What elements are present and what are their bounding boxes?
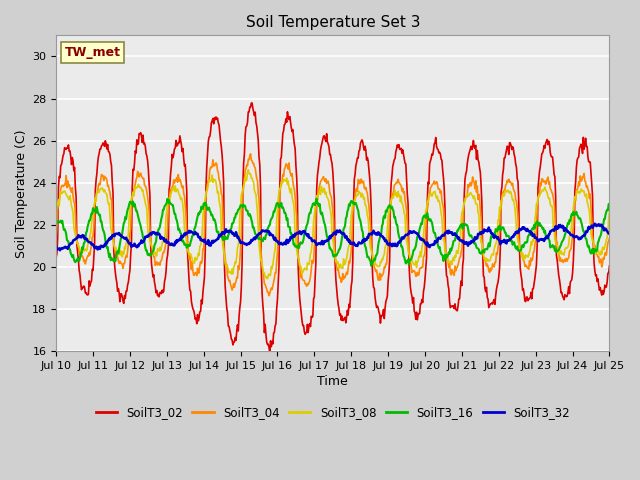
Line: SoilT3_04: SoilT3_04 (56, 154, 609, 296)
Text: TW_met: TW_met (65, 46, 120, 59)
SoilT3_08 (173, 186, 181, 192)
X-axis label: Time: Time (317, 375, 348, 388)
SoilT3_16 (325, 241, 333, 247)
Line: SoilT3_08: SoilT3_08 (56, 170, 609, 279)
SoilT3_32 (591, 221, 598, 227)
SoilT3_02 (173, 143, 181, 148)
SoilT3_02 (605, 263, 613, 269)
SoilT3_04 (173, 180, 181, 185)
SoilT3_04 (556, 254, 564, 260)
SoilT3_16 (380, 215, 387, 220)
SoilT3_16 (198, 204, 205, 209)
SoilT3_08 (434, 199, 442, 204)
Y-axis label: Soil Temperature (C): Soil Temperature (C) (15, 129, 28, 258)
Legend: SoilT3_02, SoilT3_04, SoilT3_08, SoilT3_16, SoilT3_32: SoilT3_02, SoilT3_04, SoilT3_08, SoilT3_… (91, 401, 575, 424)
SoilT3_32 (175, 238, 182, 244)
SoilT3_16 (434, 243, 442, 249)
SoilT3_04 (380, 270, 387, 276)
SoilT3_02 (380, 307, 387, 312)
SoilT3_32 (56, 247, 64, 253)
SoilT3_08 (244, 167, 252, 173)
Title: Soil Temperature Set 3: Soil Temperature Set 3 (246, 15, 420, 30)
SoilT3_08 (264, 276, 271, 282)
SoilT3_32 (433, 239, 441, 245)
SoilT3_02 (52, 254, 60, 260)
SoilT3_16 (367, 263, 375, 269)
SoilT3_32 (325, 236, 333, 242)
SoilT3_32 (52, 243, 60, 249)
SoilT3_04 (434, 186, 442, 192)
Line: SoilT3_02: SoilT3_02 (56, 103, 609, 354)
SoilT3_04 (198, 261, 205, 266)
SoilT3_32 (198, 238, 206, 243)
SoilT3_02 (326, 152, 333, 157)
SoilT3_04 (247, 151, 255, 157)
Line: SoilT3_32: SoilT3_32 (56, 224, 609, 250)
SoilT3_04 (605, 235, 613, 241)
SoilT3_16 (173, 221, 181, 227)
SoilT3_08 (52, 207, 60, 213)
SoilT3_04 (265, 293, 273, 299)
SoilT3_16 (313, 196, 321, 202)
SoilT3_08 (380, 253, 387, 259)
SoilT3_08 (605, 208, 613, 214)
SoilT3_08 (198, 239, 205, 244)
SoilT3_04 (52, 234, 60, 240)
SoilT3_04 (326, 189, 333, 195)
SoilT3_16 (605, 202, 613, 207)
SoilT3_02 (198, 297, 205, 303)
SoilT3_02 (434, 146, 442, 152)
SoilT3_02 (556, 283, 564, 288)
SoilT3_08 (556, 249, 564, 255)
SoilT3_08 (326, 204, 333, 210)
SoilT3_02 (248, 100, 255, 106)
SoilT3_32 (605, 231, 613, 237)
SoilT3_16 (52, 217, 60, 223)
SoilT3_16 (556, 243, 564, 249)
SoilT3_32 (379, 234, 387, 240)
Line: SoilT3_16: SoilT3_16 (56, 199, 609, 266)
SoilT3_02 (266, 351, 274, 357)
SoilT3_32 (556, 224, 563, 230)
